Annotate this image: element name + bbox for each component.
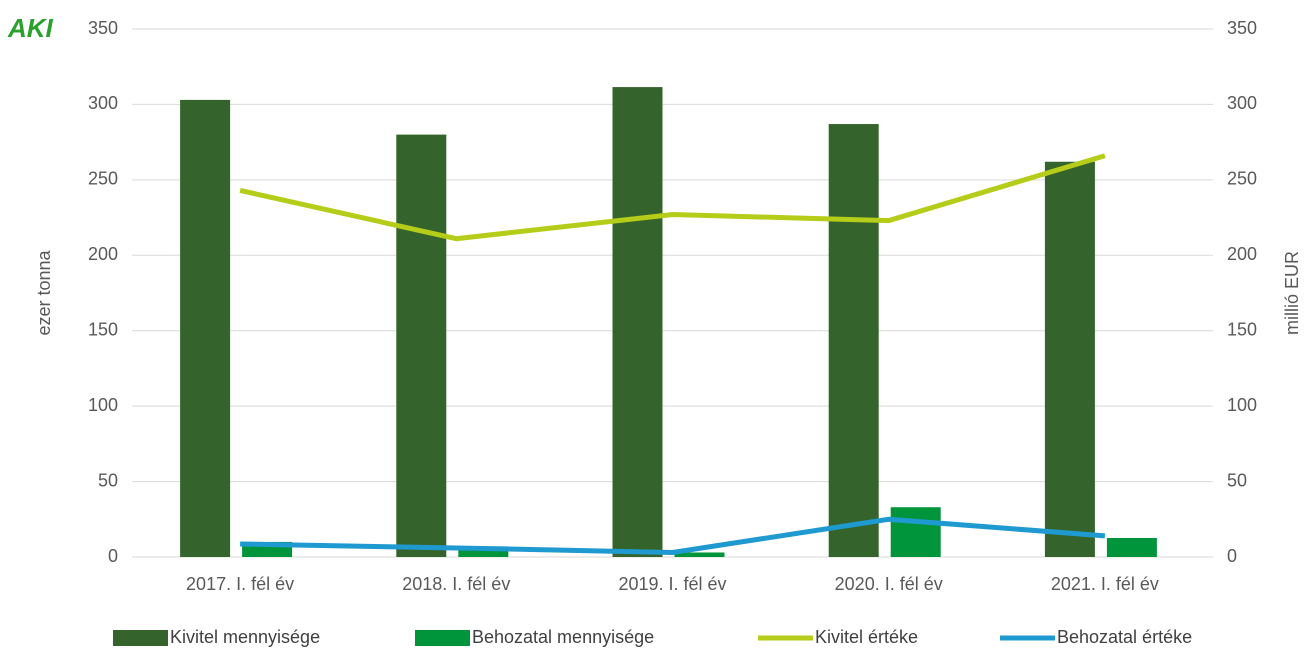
x-tick-label: 2021. I. fél év bbox=[1051, 574, 1159, 594]
y2-tick-label: 150 bbox=[1227, 319, 1257, 339]
bar bbox=[396, 134, 447, 557]
bar bbox=[1044, 161, 1095, 558]
bar bbox=[612, 87, 663, 557]
bar bbox=[180, 99, 231, 557]
y-tick-label: 0 bbox=[108, 546, 118, 566]
y2-tick-label: 100 bbox=[1227, 395, 1257, 415]
x-tick-label: 2019. I. fél év bbox=[618, 574, 726, 594]
legend-label: Kivitel értéke bbox=[815, 627, 918, 647]
y2-tick-label: 50 bbox=[1227, 470, 1247, 490]
y-axis-label: ezer tonna bbox=[34, 249, 54, 335]
y-tick-label: 50 bbox=[98, 470, 118, 490]
logo: AKI bbox=[7, 13, 54, 43]
y-tick-label: 200 bbox=[88, 244, 118, 264]
y2-tick-label: 250 bbox=[1227, 169, 1257, 189]
x-tick-label: 2018. I. fél év bbox=[402, 574, 510, 594]
y-tick-label: 300 bbox=[88, 93, 118, 113]
bar bbox=[1106, 537, 1157, 557]
y2-tick-label: 200 bbox=[1227, 244, 1257, 264]
legend-label: Behozatal mennyisége bbox=[472, 627, 654, 647]
legend-swatch bbox=[113, 630, 168, 646]
y-tick-label: 350 bbox=[88, 18, 118, 38]
x-tick-label: 2020. I. fél év bbox=[835, 574, 943, 594]
line bbox=[240, 516, 1106, 555]
legend-swatch bbox=[415, 630, 470, 646]
x-tick-label: 2017. I. fél év bbox=[186, 574, 294, 594]
y-tick-label: 150 bbox=[88, 319, 118, 339]
y2-tick-label: 300 bbox=[1227, 93, 1257, 113]
y-tick-label: 250 bbox=[88, 169, 118, 189]
y-tick-label: 100 bbox=[88, 395, 118, 415]
legend-label: Behozatal értéke bbox=[1057, 627, 1192, 647]
bar bbox=[890, 507, 941, 557]
y2-tick-label: 0 bbox=[1227, 546, 1237, 566]
bar bbox=[458, 546, 509, 557]
line bbox=[239, 153, 1106, 242]
y2-axis-label: millió EUR bbox=[1282, 251, 1302, 335]
y2-tick-label: 350 bbox=[1227, 18, 1257, 38]
bar bbox=[674, 552, 725, 557]
legend-label: Kivitel mennyisége bbox=[170, 627, 320, 647]
bar bbox=[828, 124, 879, 557]
